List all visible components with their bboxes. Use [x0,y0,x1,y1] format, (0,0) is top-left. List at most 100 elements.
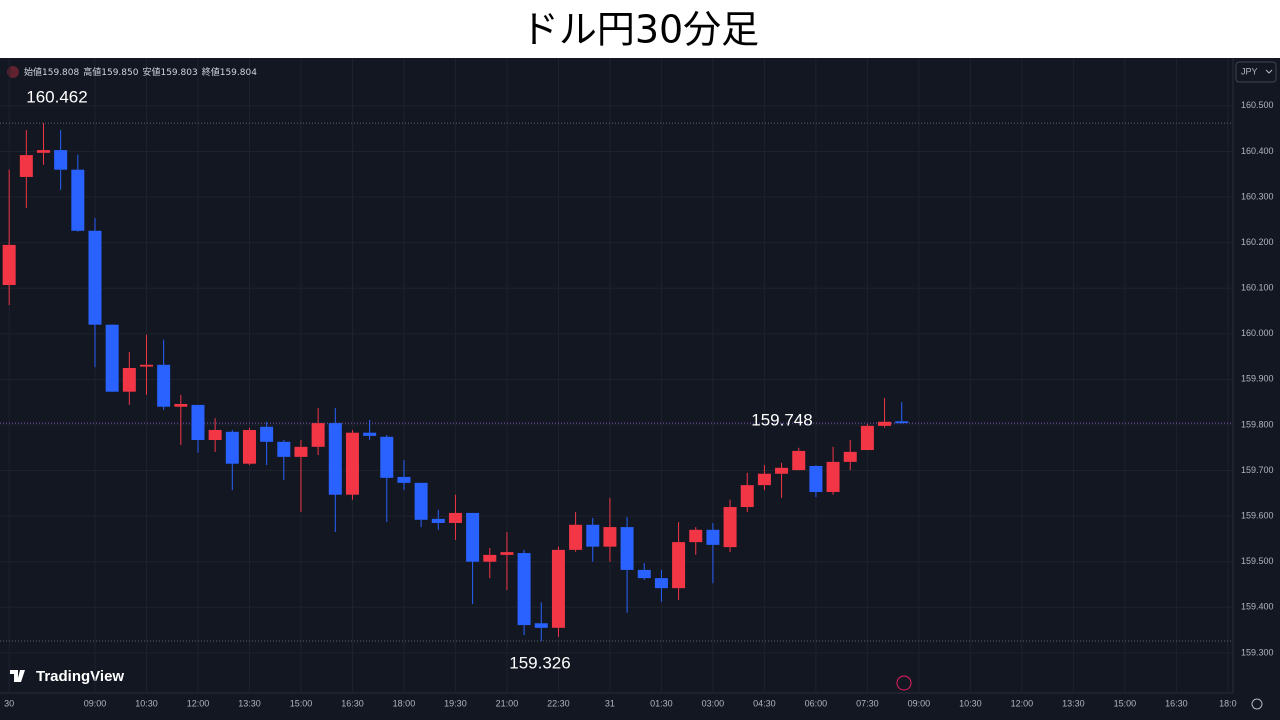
candle [174,394,188,446]
y-tick-label: 159.600 [1241,511,1274,521]
currency-label[interactable]: JPY [1241,66,1258,76]
title-band [0,0,1280,58]
candle-body [466,512,480,562]
candle [826,446,840,495]
candle [397,460,411,491]
candle-body [260,426,274,442]
candle [843,440,857,471]
candle-body [71,169,85,231]
candle-body [157,364,171,407]
candle [689,527,703,555]
candle-body [603,527,617,547]
candle-body [105,324,119,392]
candle [517,549,531,636]
candle [706,522,720,584]
candle-body [242,429,256,464]
candle [311,408,325,456]
candle-body [586,524,600,547]
logo-mark [10,670,25,682]
x-tick-label: 16:30 [341,698,364,708]
x-tick-label: 13:30 [238,698,261,708]
candle-body [448,512,462,523]
candle-body [706,529,720,545]
y-tick-label: 159.900 [1241,374,1274,384]
candle [19,130,33,208]
candle [878,398,892,428]
candle-body [328,423,342,495]
x-tick-label: 30 [4,698,14,708]
candle [36,123,50,165]
y-tick-label: 160.100 [1241,283,1274,293]
candle [757,465,771,491]
chart-title: ドル円30分足 [521,8,759,52]
x-tick-label: 04:30 [753,698,776,708]
candle-body [208,429,222,441]
candle-body [397,476,411,483]
candle [122,352,136,405]
candle [54,130,68,190]
candle [586,517,600,562]
x-tick-label: 06:00 [805,698,828,708]
candle [775,462,789,498]
alert-icon[interactable] [896,675,912,691]
candle [483,548,497,579]
annotation: 159.748 [751,410,812,429]
candle [431,509,445,530]
ohlc-legend: 始値159.808 高値159.850 安値159.803 終値159.804 [24,66,257,78]
candle-body [483,554,497,562]
candle-body [860,425,874,451]
legend-label: 終値 [202,66,220,78]
candle-body [569,524,583,550]
x-tick-label: 03:00 [702,698,725,708]
candle-body [363,432,377,436]
candle [534,602,548,642]
watermark: TradingView [36,668,124,685]
candle-body [740,485,754,508]
x-tick-label: 19:30 [444,698,467,708]
candle [792,447,806,471]
annotation: 160.462 [26,87,87,106]
candle [809,465,823,497]
candle [551,546,565,637]
y-tick-label: 160.500 [1241,100,1274,110]
x-tick-label: 31 [605,698,615,708]
x-tick-label: 12:00 [1011,698,1034,708]
candle-body [843,451,857,462]
x-tick-label: 15:00 [1114,698,1137,708]
symbol-icon[interactable] [7,66,19,78]
y-tick-label: 159.800 [1241,419,1274,429]
y-tick-label: 160.200 [1241,237,1274,247]
currency-select[interactable] [1235,61,1277,83]
legend-value: 159.808 [42,68,79,78]
candle-body [689,529,703,543]
candle-body [54,150,68,170]
candle-body [775,467,789,474]
candle-body [139,364,153,367]
y-tick-label: 159.300 [1241,647,1274,657]
candle [740,472,754,513]
y-tick-label: 159.700 [1241,465,1274,475]
y-tick-label: 160.300 [1241,191,1274,201]
legend-value: 159.803 [160,68,197,78]
candle-body [380,436,394,478]
candle-body [826,461,840,492]
candle-body [895,421,909,424]
candle [225,429,239,491]
y-tick-label: 159.500 [1241,556,1274,566]
candle-body [19,155,33,177]
candle-body [757,473,771,486]
candle-body [345,432,359,495]
candle [414,482,428,528]
candle-body [311,423,325,447]
candle [277,440,291,481]
candle-body [174,403,188,407]
candle-body [225,431,239,464]
candle-body [723,507,737,548]
candle [242,427,256,466]
legend-value: 159.850 [101,68,138,78]
settings-icon[interactable] [1251,698,1263,710]
candle-body [534,623,548,628]
x-tick-label: 21:00 [496,698,519,708]
x-tick-label: 16:30 [1165,698,1188,708]
candle [363,419,377,441]
